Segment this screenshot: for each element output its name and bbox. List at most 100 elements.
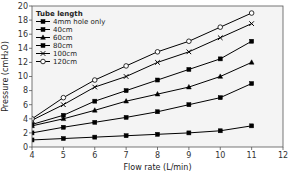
y-tick-label: 14 xyxy=(18,44,28,53)
x-tick xyxy=(63,147,64,150)
x-tick-label: 5 xyxy=(61,151,66,160)
series-line xyxy=(32,62,252,125)
y-tick-label: 12 xyxy=(18,58,28,67)
x-tick xyxy=(251,147,252,150)
data-point xyxy=(124,74,129,79)
y-tick xyxy=(29,104,32,105)
x-tick-label: 9 xyxy=(186,151,191,160)
y-tick xyxy=(29,6,32,7)
legend-marker xyxy=(41,35,46,39)
x-tick xyxy=(94,147,95,150)
y-tick xyxy=(29,62,32,63)
legend-marker xyxy=(41,44,45,48)
x-tick-label: 7 xyxy=(124,151,129,160)
data-point xyxy=(187,39,192,44)
data-point xyxy=(218,35,223,40)
data-point xyxy=(218,57,222,61)
x-tick xyxy=(157,147,158,150)
data-point xyxy=(187,131,191,135)
data-point xyxy=(250,82,254,86)
data-point xyxy=(124,64,129,69)
data-point xyxy=(249,21,254,26)
data-point xyxy=(124,134,128,138)
legend-marker xyxy=(41,20,45,24)
y-tick-label: 4 xyxy=(23,115,28,124)
y-tick-label: 6 xyxy=(23,101,28,110)
series-line xyxy=(32,41,252,124)
data-point xyxy=(249,11,254,16)
x-tick-label: 10 xyxy=(215,151,225,160)
data-point xyxy=(218,74,223,78)
y-tick-label: 8 xyxy=(23,86,28,95)
data-point xyxy=(156,110,160,114)
data-point xyxy=(187,67,191,71)
series-line xyxy=(32,24,252,121)
series-line xyxy=(32,84,252,133)
y-tick xyxy=(29,34,32,35)
data-point xyxy=(61,125,65,129)
x-axis-label: Flow rate (L/min) xyxy=(123,163,191,172)
y-tick-label: 16 xyxy=(18,30,28,39)
data-point xyxy=(61,113,65,117)
data-point xyxy=(93,135,97,139)
x-tick xyxy=(283,147,284,150)
x-tick-label: 8 xyxy=(155,151,160,160)
data-point xyxy=(61,137,65,141)
data-point xyxy=(250,124,254,128)
legend-label: 40cm xyxy=(53,26,73,34)
data-point xyxy=(156,78,160,82)
series-line xyxy=(32,126,252,140)
x-tick-label: 11 xyxy=(247,151,257,160)
x-tick-label: 6 xyxy=(92,151,97,160)
x-tick xyxy=(220,147,221,150)
data-point xyxy=(155,92,160,96)
x-tick xyxy=(188,147,189,150)
data-point xyxy=(186,84,191,88)
data-point xyxy=(92,85,97,90)
data-point xyxy=(249,60,254,64)
data-point xyxy=(93,99,97,103)
data-point xyxy=(218,96,222,100)
data-point xyxy=(218,129,222,133)
x-tick-label: 4 xyxy=(29,151,34,160)
y-tick xyxy=(29,76,32,77)
legend-title: Tube length xyxy=(36,10,83,18)
data-point xyxy=(92,108,97,112)
legend-label: 80cm xyxy=(53,42,73,50)
y-tick-label: 10 xyxy=(18,72,28,81)
data-point xyxy=(187,50,192,55)
data-point xyxy=(155,60,160,65)
legend-label: 100cm xyxy=(53,50,77,58)
data-point xyxy=(187,103,191,107)
y-axis-label: Pressure (cmH₂O) xyxy=(1,41,10,112)
series-line xyxy=(32,13,252,119)
legend-label: 4mm hole only xyxy=(53,18,105,26)
data-point xyxy=(124,99,129,103)
legend: Tube length4mm hole only40cm60cm80cm100c… xyxy=(36,10,105,66)
legend-marker xyxy=(41,51,46,56)
y-tick xyxy=(29,118,32,119)
data-point xyxy=(155,50,160,55)
legend-marker xyxy=(41,28,45,32)
y-tick xyxy=(29,20,32,21)
legend-label: 60cm xyxy=(53,34,73,42)
y-tick-label: 18 xyxy=(18,16,28,25)
y-tick xyxy=(29,132,32,133)
data-layer xyxy=(32,11,254,142)
data-point xyxy=(124,89,128,93)
data-point xyxy=(156,132,160,136)
data-point xyxy=(92,78,97,83)
data-point xyxy=(124,115,128,119)
data-point xyxy=(218,25,223,30)
data-point xyxy=(61,95,66,100)
y-tick-label: 20 xyxy=(18,2,28,11)
legend-marker xyxy=(41,59,46,64)
data-point xyxy=(250,39,254,43)
y-tick xyxy=(29,90,32,91)
chart: 45678910111202468101214161820Flow rate (… xyxy=(0,0,291,173)
plot-area xyxy=(32,6,283,147)
x-tick xyxy=(126,147,127,150)
data-point xyxy=(93,120,97,124)
x-tick xyxy=(32,147,33,150)
y-tick-label: 0 xyxy=(23,143,28,152)
